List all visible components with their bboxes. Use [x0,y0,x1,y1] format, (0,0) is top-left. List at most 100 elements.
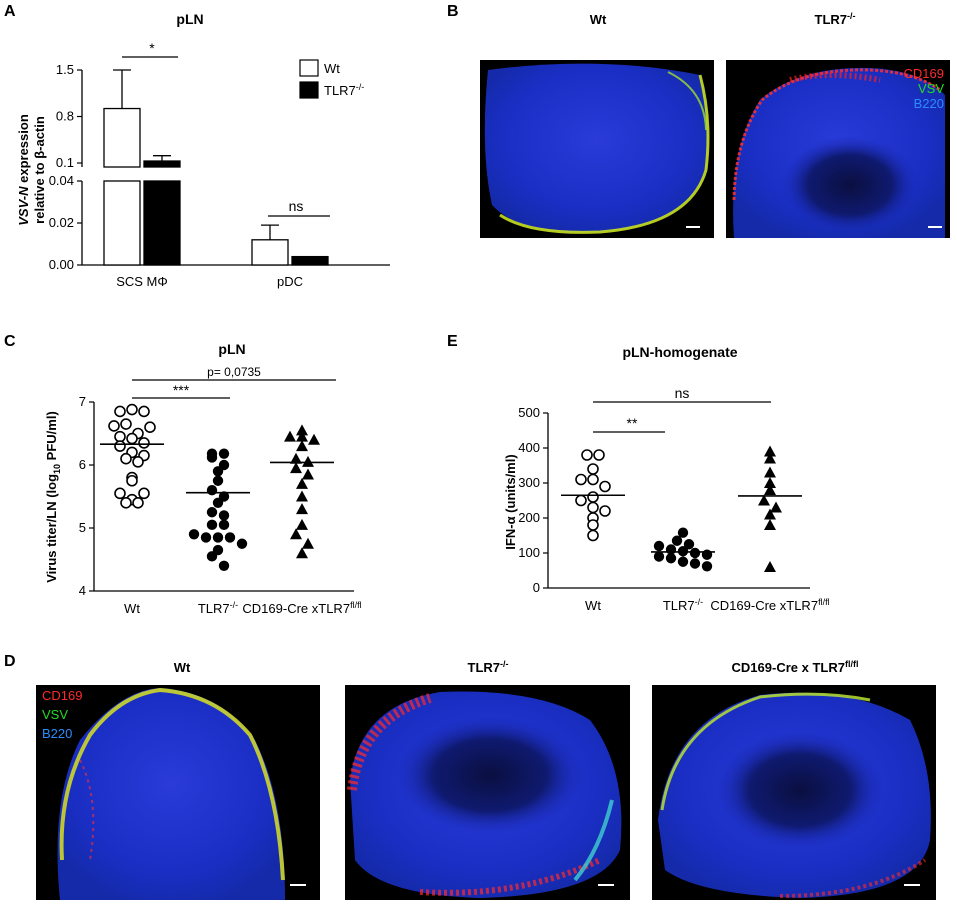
data-point-triangle [290,528,302,540]
data-point-filled-circle [218,448,230,459]
x-category-label: CD169-Cre xTLR7fl/fl [242,600,361,616]
legend-label-wt: Wt [324,61,340,76]
data-point-triangle [302,455,314,467]
data-point-filled-circle [206,452,218,463]
data-point-open-circle [114,405,126,418]
micrograph-d-wt: CD169 VSV B220 [36,685,320,900]
data-point-filled-circle [218,519,230,531]
panel-a-title: pLN [176,11,203,27]
data-point-open-circle [114,430,126,443]
x-category-label: TLR7-/- [198,600,238,616]
data-point-open-circle [132,456,144,468]
sig-label-c1: *** [173,382,190,398]
legend-swatch-wt [299,59,319,77]
sig-label-e1: ** [627,415,638,431]
data-point-triangle [296,490,308,502]
data-point-triangle [290,452,302,464]
data-point-filled-circle [236,538,248,549]
data-point-filled-circle [212,497,224,508]
sig-star: * [149,40,155,56]
panel-d-title-wt: Wt [174,660,191,675]
panel-c-y-axis-label: Virus titer/LN (log10 PFU/ml) [44,411,62,583]
data-point-triangle [290,462,302,474]
data-point-filled-circle [677,556,689,567]
legend-label-tlr7: TLR7-/- [324,82,364,98]
data-point-open-circle [587,473,599,486]
data-point-filled-circle [653,540,665,552]
data-point-filled-circle [206,507,218,518]
sig-label-e2: ns [675,385,690,401]
data-point-triangle [302,537,314,549]
panel-a-y-axis-label: VSV-N expression relative to β-actin [16,114,47,226]
panel-a-ylabel-gene: VSV-N [16,186,31,226]
data-point-filled-circle [188,529,200,540]
svg-text:VSV-N expression: VSV-N expression [16,114,31,226]
data-point-filled-circle [218,560,230,571]
y-tick-label: 7 [79,394,86,409]
panel-c-title: pLN [218,341,245,357]
legend-cd169-b: CD169 [904,66,944,81]
data-point-filled-circle [218,510,230,521]
data-point-filled-circle [206,485,218,496]
data-point-open-circle [587,463,599,475]
sig-ns: ns [289,198,304,214]
legend-b220-d: B220 [42,726,72,741]
panel-d-micrographs: D Wt TLR7-/- CD169-Cre x TLR7fl/fl CD169… [4,653,936,900]
bar-wt-upper [103,107,141,168]
x-category-label: Wt [585,598,601,613]
y-tick-label: 300 [518,475,540,490]
data-point-open-circle [126,432,138,445]
y-tick-label-upper: 0.8 [56,109,74,124]
panel-e-title: pLN-homogenate [622,344,737,360]
data-point-open-circle [593,449,605,461]
y-tick-label: 200 [518,510,540,525]
panel-d-title-tlr7: TLR7-/- [468,659,509,675]
legend-b220-b: B220 [914,96,944,111]
panel-a-ylabel-rest: expression [16,114,31,186]
data-point-filled-circle [206,551,218,562]
panel-b-title-tlr7: TLR7-/- [815,11,856,27]
bar-wt-lower [103,180,141,266]
panel-letter-c: C [4,333,16,350]
data-point-triangle [764,484,776,495]
data-point-filled-circle [677,527,689,538]
data-point-triangle [770,501,782,513]
data-point-triangle [296,430,308,442]
data-point-filled-circle [689,558,701,569]
data-point-open-circle [144,421,156,434]
data-point-filled-circle [671,535,683,546]
bar-tlr7-upper [143,160,181,168]
y-tick-label: 400 [518,440,540,455]
panel-a-annotations: * ns [122,40,330,217]
sig-label-c2: p= 0,0735 [207,365,261,379]
data-point-open-circle [138,487,150,500]
data-point-filled-circle [665,553,677,564]
y-tick-label: 6 [79,457,86,472]
data-point-open-circle [587,519,599,531]
y-tick-label: 0 [533,580,540,595]
y-tick-label-upper: 0.1 [56,155,74,170]
data-point-filled-circle [212,475,224,486]
data-point-triangle [764,477,776,488]
micrograph-b-tlr7: CD169 VSV B220 [726,60,950,238]
data-point-filled-circle [683,539,695,550]
data-point-open-circle [138,437,150,449]
data-point-triangle [296,503,308,515]
y-tick-label: 5 [79,520,86,535]
panel-a-bar-chart: A pLN VSV-N expression relative to β-act… [4,3,390,289]
panel-e-y-axis-label: IFN-α (units/ml) [503,454,518,549]
data-point-open-circle [599,505,611,517]
data-point-triangle [308,433,320,445]
data-point-open-circle [581,449,593,461]
x-category-label: TLR7-/- [663,597,703,613]
legend-vsv-b: VSV [918,81,944,96]
data-point-triangle [296,424,308,436]
y-tick-label-lower: 0.02 [49,215,74,230]
legend-cd169-d: CD169 [42,688,82,703]
data-point-triangle [764,466,776,478]
data-point-open-circle [126,474,138,487]
data-point-open-circle [575,473,587,486]
data-point-filled-circle [689,547,701,559]
data-point-open-circle [599,480,611,493]
panel-letter-b: B [447,3,459,20]
